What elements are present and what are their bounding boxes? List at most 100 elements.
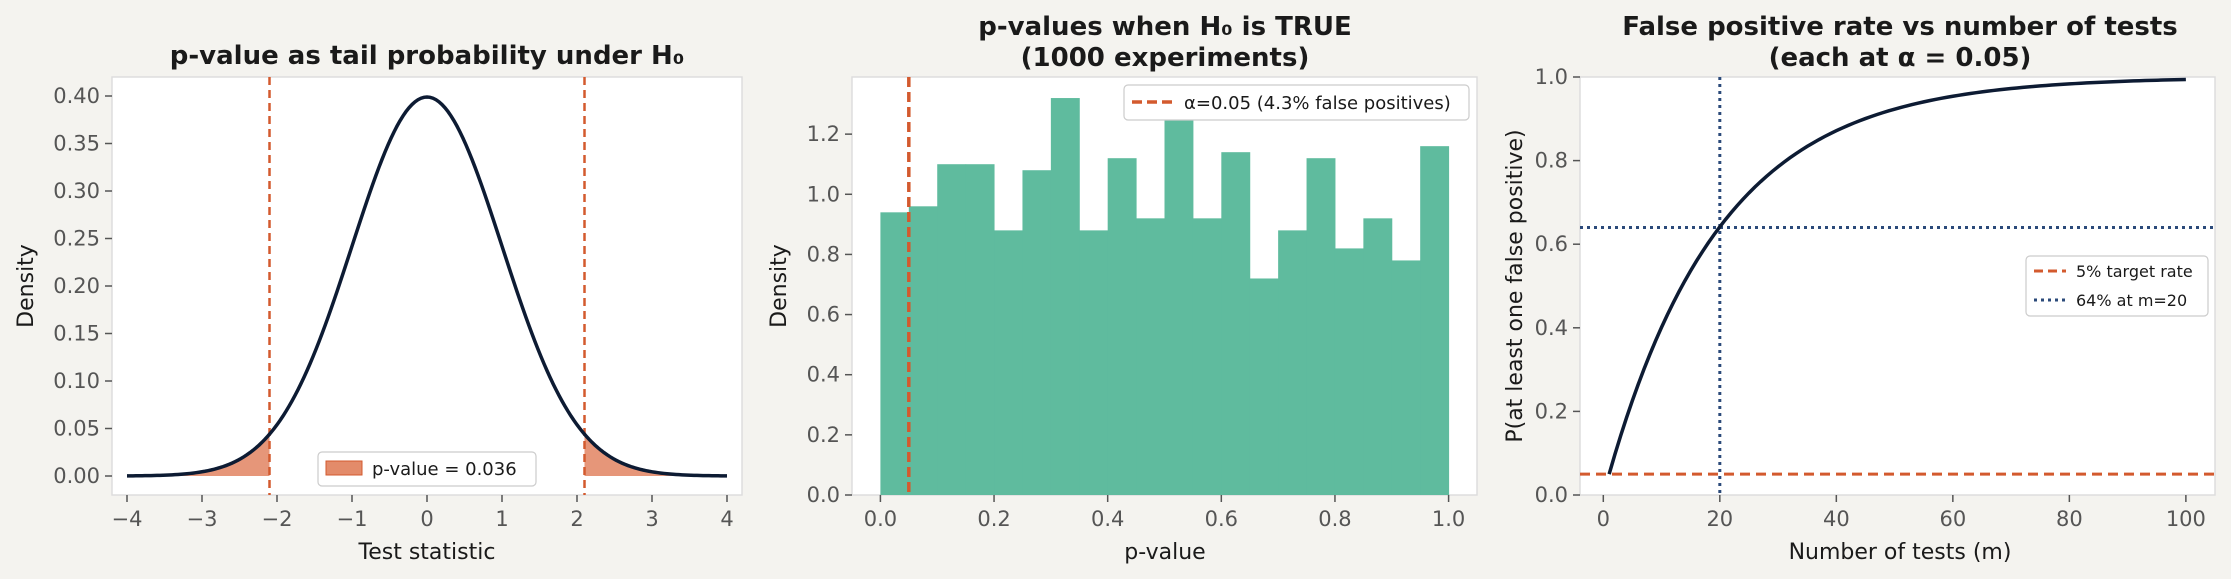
histogram-bar <box>1278 230 1308 495</box>
histogram-bar <box>1107 158 1137 495</box>
legend-label-target: 5% target rate <box>2076 262 2193 281</box>
y-tick-label: 1.2 <box>807 122 840 146</box>
legend-box <box>1123 84 1470 121</box>
legend-label-marker: 64% at m=20 <box>2076 291 2187 310</box>
panel-tail-probability: −4 −3 −2 −1 0 1 2 3 4 0.000.050.100.150.200.250.… <box>14 41 743 565</box>
x-tick-label: 1 <box>495 507 508 531</box>
density-curve <box>126 95 728 478</box>
y-tick-label: 1.0 <box>1535 65 1568 89</box>
x-tick-label: 3 <box>645 507 658 531</box>
histogram-bar <box>937 164 967 496</box>
y-tick-label: 0.30 <box>53 179 100 203</box>
y-tick-label: 0.0 <box>807 483 840 507</box>
legend-box <box>2025 255 2209 317</box>
x-tick-label: 1.0 <box>1432 507 1465 531</box>
legend-swatch <box>325 460 363 476</box>
x-tick-label: 0.8 <box>1318 507 1351 531</box>
x-axis-label: Number of tests (m) <box>1789 540 2012 565</box>
chart-title: p-value as tail probability under H₀ <box>170 41 684 71</box>
histogram-bar <box>1022 170 1052 495</box>
x-tick-label: 100 <box>2166 507 2206 531</box>
plot-area <box>111 76 743 496</box>
histogram-bar <box>1363 218 1393 495</box>
x-axis-label: p-value <box>1124 540 1205 565</box>
histogram-bar <box>994 230 1023 495</box>
y-tick-label: 0.2 <box>807 423 840 447</box>
x-tick-label: 0.2 <box>977 507 1010 531</box>
histogram-bar <box>1221 152 1251 495</box>
panel-pvalue-histogram: 0.0 0.2 0.4 0.6 0.8 1.0 0.0 0.2 0.4 0.6 0.8 1.0 1.2… <box>767 12 1478 565</box>
y-tick-label: 0.8 <box>807 242 840 266</box>
y-tick-label: 0.6 <box>1535 232 1568 256</box>
histogram-bar <box>965 164 995 496</box>
x-tick-label: −3 <box>187 507 218 531</box>
histogram-bar <box>1050 98 1080 496</box>
x-tick-label: 0 <box>1597 507 1610 531</box>
chart-title: False positive rate vs number of tests <box>1622 12 2178 42</box>
y-tick-label: 0.2 <box>1535 399 1568 423</box>
histogram-bar <box>1136 218 1165 495</box>
histogram-bar <box>1192 218 1222 495</box>
x-tick-label: 0.0 <box>864 507 897 531</box>
legend: p-value = 0.036 <box>317 451 537 487</box>
fpr-line <box>1607 77 2186 475</box>
histogram-bar <box>908 206 938 495</box>
y-tick-label: 0.6 <box>807 303 840 327</box>
panel-false-positive-rate: 0 20 40 60 80 100 0.0 0.2 0.4 0.6 0.8 1.0 False po… <box>1503 12 2216 565</box>
legend-label: α=0.05 (4.3% false positives) <box>1184 93 1451 114</box>
y-tick-label: 0.10 <box>53 369 100 393</box>
x-tick-label: 80 <box>2056 507 2083 531</box>
y-ticks: 0.00 0.05 0.10 0.15 0.20 0.25 0.30 0.35 0.40 <box>53 84 112 488</box>
histogram-bar <box>1249 278 1279 495</box>
histogram-bar <box>1420 146 1450 495</box>
legend: 5% target rate 64% at m=20 <box>2025 255 2209 317</box>
x-tick-label: 0.4 <box>1091 507 1124 531</box>
histogram-bar <box>1334 248 1364 495</box>
x-tick-label: 20 <box>1706 507 1733 531</box>
y-tick-label: 0.00 <box>53 464 100 488</box>
x-ticks: −4 −3 −2 −1 0 1 2 3 4 <box>112 495 734 531</box>
critical-lines <box>268 77 586 495</box>
left-tail-area <box>127 434 270 476</box>
y-tick-label: 0.05 <box>53 417 100 441</box>
y-tick-label: 0.35 <box>53 132 100 156</box>
y-tick-label: 1.0 <box>807 182 840 206</box>
x-tick-label: 0 <box>420 507 433 531</box>
y-axis-label: P(at least one false positive) <box>1503 129 1528 442</box>
x-axis-label: Test statistic <box>358 540 496 565</box>
y-tick-label: 0.40 <box>53 84 100 108</box>
x-tick-label: −1 <box>337 507 368 531</box>
chart-subtitle: (each at α = 0.05) <box>1769 43 2032 73</box>
x-tick-label: 60 <box>1939 507 1966 531</box>
y-tick-label: 0.20 <box>53 274 100 298</box>
histogram-bar <box>1306 158 1336 495</box>
y-axis-label: Density <box>14 244 39 328</box>
chart-title: p-values when H₀ is TRUE <box>978 12 1351 42</box>
y-tick-label: 0.0 <box>1535 483 1568 507</box>
chart-subtitle: (1000 experiments) <box>1021 43 1310 73</box>
y-ticks: 0.0 0.2 0.4 0.6 0.8 1.0 <box>1535 65 1580 507</box>
y-tick-label: 0.4 <box>807 363 840 387</box>
histogram-bar <box>880 212 910 496</box>
histogram-bar <box>1079 230 1109 495</box>
y-tick-label: 0.15 <box>53 322 100 346</box>
histogram-bar <box>1164 116 1194 495</box>
y-axis-label: Density <box>767 244 792 328</box>
x-tick-label: −2 <box>262 507 293 531</box>
legend-box <box>317 451 537 487</box>
x-tick-label: 0.6 <box>1205 507 1238 531</box>
y-ticks: 0.0 0.2 0.4 0.6 0.8 1.0 1.2 <box>807 122 852 507</box>
y-tick-label: 0.8 <box>1535 149 1568 173</box>
y-tick-label: 0.4 <box>1535 316 1568 340</box>
fpr-curve <box>1607 77 2186 475</box>
x-ticks: 0 20 40 60 80 100 <box>1597 495 2206 531</box>
histogram-bars <box>880 98 1450 496</box>
x-tick-label: 4 <box>720 507 733 531</box>
shaded-tails <box>127 434 727 476</box>
reference-lines <box>1580 77 2215 495</box>
y-tick-label: 0.25 <box>53 227 100 251</box>
x-tick-label: 40 <box>1823 507 1850 531</box>
right-tail-area <box>584 434 727 476</box>
x-tick-label: 2 <box>570 507 583 531</box>
